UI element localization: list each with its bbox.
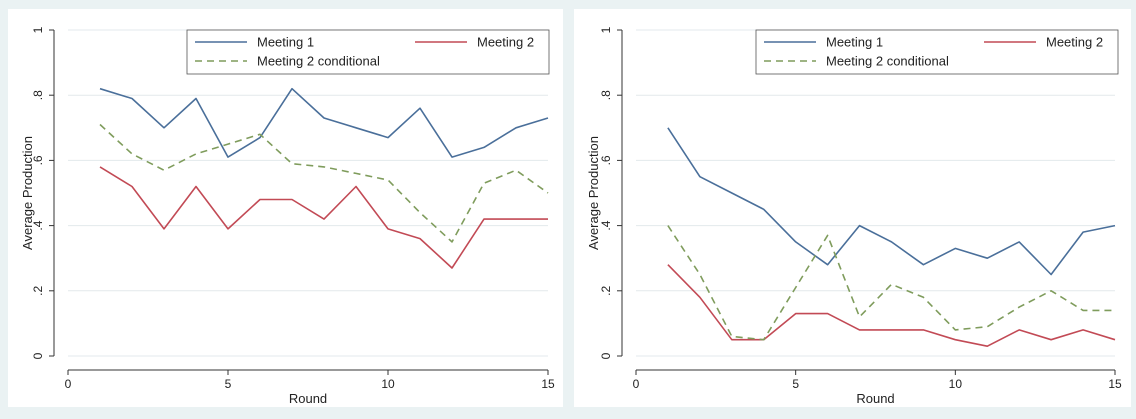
x-tick-label: 15	[1108, 377, 1122, 391]
legend-label: Meeting 1	[257, 35, 314, 50]
legend-label: Meeting 2	[1046, 35, 1103, 50]
legend-label: Meeting 2 conditional	[257, 54, 380, 69]
x-tick-label: 0	[633, 377, 640, 391]
legend-box	[755, 29, 1119, 75]
plot-panel-background	[574, 9, 1131, 407]
legend: Meeting 1 Meeting 2 Meeting 2 conditional	[186, 29, 550, 75]
x-tick-label: 15	[541, 377, 555, 391]
x-tick-label: 5	[792, 377, 799, 391]
x-axis-title: Round	[289, 391, 327, 406]
x-tick-label: 10	[949, 377, 963, 391]
legend: Meeting 1 Meeting 2 Meeting 2 conditional	[755, 29, 1119, 75]
x-tick-label: 5	[225, 377, 232, 391]
legend-label: Meeting 2 conditional	[826, 54, 949, 69]
y-tick-label: 0	[31, 352, 45, 359]
legend-label: Meeting 1	[826, 35, 883, 50]
series-line-meeting-2-conditional	[99, 123, 549, 243]
y-tick-label: .4	[599, 220, 613, 230]
series-line-meeting-1	[99, 87, 549, 158]
y-tick-label: .6	[31, 155, 45, 165]
series-line-meeting-2-conditional	[667, 225, 1115, 341]
legend-label: Meeting 2	[477, 35, 534, 50]
series-line-meeting-2	[99, 166, 548, 269]
y-tick-label: .4	[31, 220, 45, 230]
series-line-meeting-2	[667, 264, 1116, 348]
legend-box	[186, 29, 550, 75]
x-tick-label: 0	[65, 377, 72, 391]
y-tick-label: .6	[599, 155, 613, 165]
series-line-meeting-1	[667, 127, 1116, 276]
y-tick-label: .8	[599, 90, 613, 100]
y-tick-label: .2	[599, 285, 613, 295]
x-axis-title: Round	[856, 391, 894, 406]
y-tick-label: 1	[599, 26, 613, 33]
y-tick-label: 1	[31, 26, 45, 33]
y-tick-label: 0	[599, 352, 613, 359]
x-tick-label: 10	[381, 377, 395, 391]
y-tick-label: .8	[31, 90, 45, 100]
y-axis-title: Average Production	[20, 136, 35, 250]
y-tick-label: .2	[31, 285, 45, 295]
y-axis-title: Average Production	[586, 136, 601, 250]
